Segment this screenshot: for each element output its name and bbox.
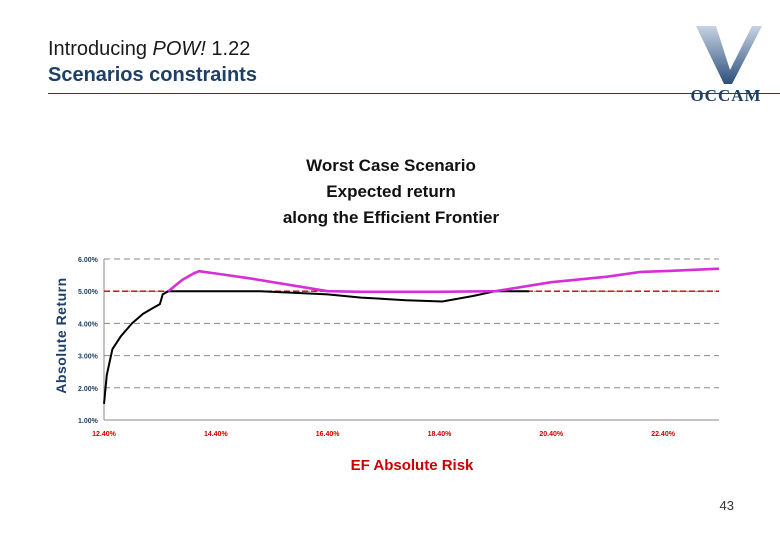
header-divider	[48, 93, 780, 94]
x-tick-label: 14.40%	[204, 431, 229, 438]
x-tick-label: 22.40%	[651, 431, 676, 438]
efficient-frontier-chart: Worst Case Scenario Expected return alon…	[53, 156, 720, 474]
logo-wordmark: OCCAM	[690, 86, 762, 105]
chart-title-line-3: along the Efficient Frontier	[283, 208, 500, 227]
title-line: Introducing POW! 1.22	[48, 36, 257, 62]
grid-lines	[103, 258, 719, 421]
y-axis-label: Absolute Return	[53, 277, 69, 393]
x-axis-ticks: 12.40% 14.40% 16.40% 18.40% 20.40% 22.40%	[92, 431, 676, 438]
slide-title: Introducing POW! 1.22 Scenarios constrai…	[48, 36, 257, 88]
series-lines	[103, 267, 720, 404]
title-version: 1.22	[205, 38, 251, 60]
x-tick-label: 20.40%	[539, 431, 564, 438]
slide-subtitle: Scenarios constraints	[48, 64, 257, 86]
occam-logo-icon	[696, 26, 762, 84]
page-number: 43	[719, 498, 734, 513]
y-tick-label: 4.00%	[78, 321, 99, 328]
worst-case-series-line	[103, 290, 529, 404]
y-tick-label: 6.00%	[78, 257, 99, 264]
x-tick-label: 12.40%	[92, 431, 117, 438]
x-tick-label: 16.40%	[316, 431, 341, 438]
chart-title-line-1: Worst Case Scenario	[306, 156, 476, 175]
y-tick-label: 5.00%	[78, 289, 99, 296]
x-tick-label: 18.40%	[428, 431, 453, 438]
expected-return-series-line	[167, 267, 720, 294]
title-prefix: Introducing	[48, 38, 153, 60]
y-tick-label: 3.00%	[78, 354, 99, 361]
y-tick-label: 1.00%	[78, 418, 99, 425]
chart-title-line-2: Expected return	[326, 182, 455, 201]
product-name: POW!	[152, 38, 206, 60]
y-tick-label: 2.00%	[78, 386, 99, 393]
x-axis-label: EF Absolute Risk	[351, 457, 474, 474]
chart-title: Worst Case Scenario Expected return alon…	[283, 156, 500, 227]
y-axis-ticks: 1.00% 2.00% 3.00% 4.00% 5.00% 6.00%	[78, 257, 99, 425]
